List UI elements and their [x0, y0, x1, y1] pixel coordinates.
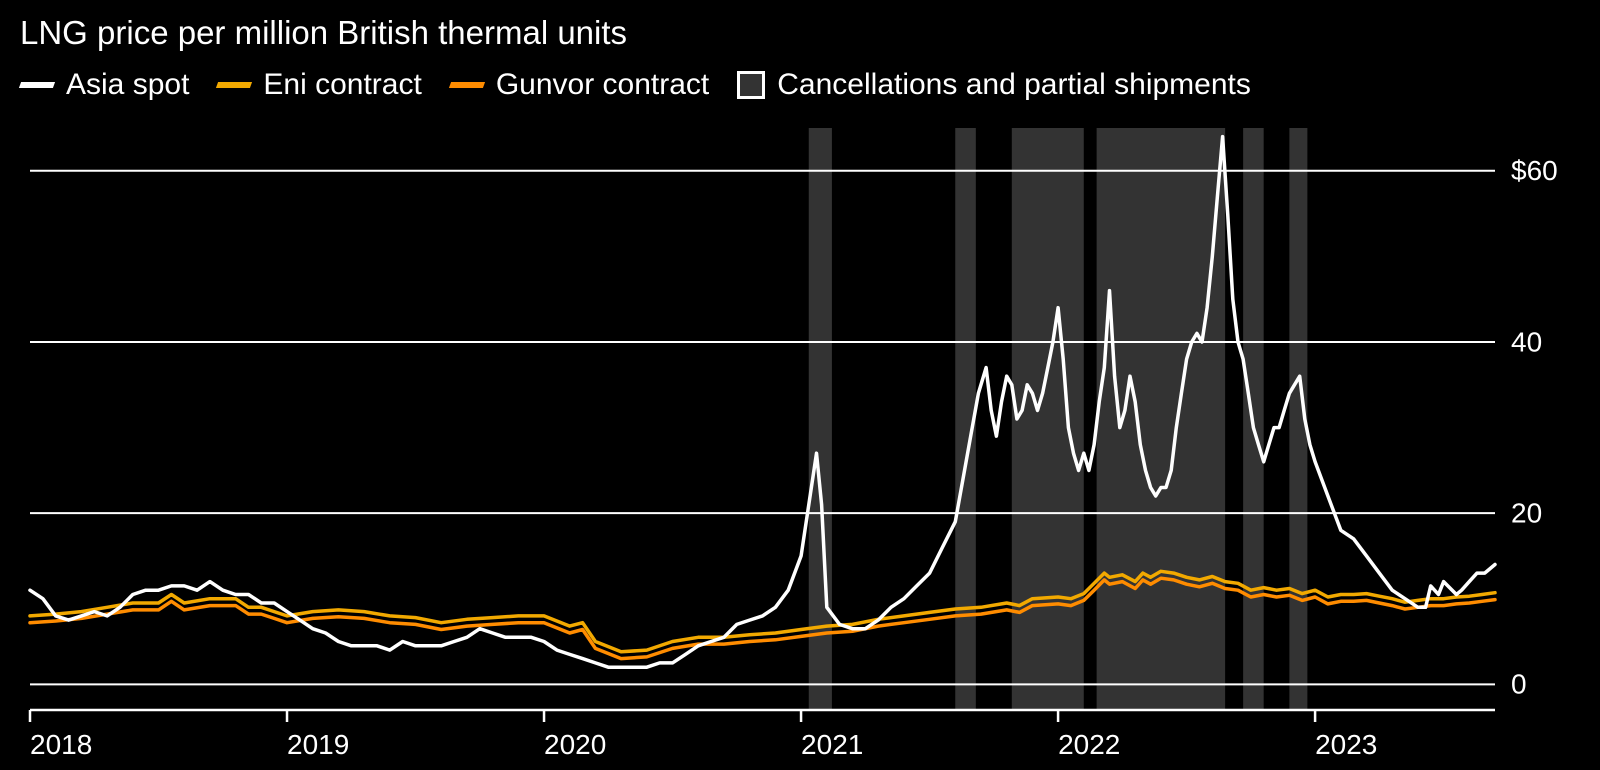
chart-legend: Asia spot Eni contract Gunvor contract Canc…: [20, 68, 1580, 102]
cancellation-band: [809, 128, 832, 710]
cancellation-band: [1012, 128, 1084, 710]
legend-label: Cancellations and partial shipments: [777, 68, 1251, 102]
legend-label: Gunvor contract: [496, 68, 709, 102]
legend-item: Asia spot: [20, 68, 189, 102]
cancellation-band: [1097, 128, 1226, 710]
y-axis-label: 0: [1511, 669, 1527, 700]
chart-title: LNG price per million British thermal un…: [20, 14, 1580, 52]
legend-label: Asia spot: [66, 68, 189, 102]
legend-item: Eni contract: [217, 68, 421, 102]
x-axis-label: 2022: [1058, 729, 1120, 760]
legend-line-icon: [216, 82, 252, 88]
series-asia-spot: [30, 137, 1495, 668]
y-axis-label: 40: [1511, 326, 1542, 357]
chart-plot-area: $60 40 20 0 2018 2019 2020 2021 2022 2023: [20, 118, 1580, 770]
x-axis-label: 2023: [1315, 729, 1377, 760]
legend-item: Cancellations and partial shipments: [737, 68, 1251, 102]
legend-item: Gunvor contract: [450, 68, 709, 102]
legend-line-icon: [19, 82, 55, 88]
x-axis-label: 2018: [30, 729, 92, 760]
y-axis-label: $60: [1511, 155, 1558, 186]
x-axis-label: 2020: [544, 729, 606, 760]
x-axis-label: 2019: [287, 729, 349, 760]
legend-box-icon: [737, 71, 765, 99]
legend-line-icon: [449, 82, 485, 88]
x-axis-label: 2021: [801, 729, 863, 760]
legend-label: Eni contract: [263, 68, 421, 102]
y-axis-label: 20: [1511, 498, 1542, 529]
